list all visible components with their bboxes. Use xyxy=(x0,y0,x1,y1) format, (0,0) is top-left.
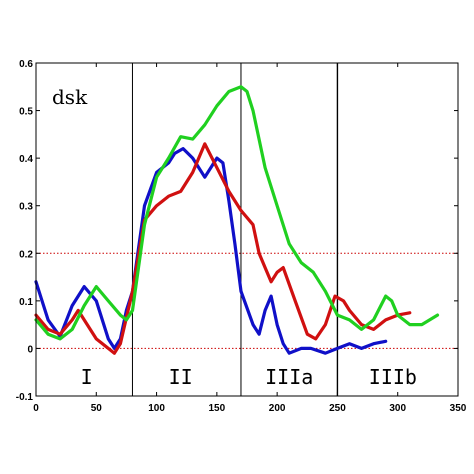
x-tick-label: 150 xyxy=(209,403,226,414)
y-axis: -0.1 0 0.1 0.2 0.3 0.4 0.5 0.6 xyxy=(16,59,458,403)
series-line-2 xyxy=(34,85,440,341)
y-tick-label: 0 xyxy=(27,344,33,355)
region-label-3: IIIb xyxy=(369,365,417,389)
region-dividers xyxy=(131,63,339,396)
annotation-label: dsk xyxy=(52,85,88,109)
region-label-1: II xyxy=(169,365,193,389)
plot-frame xyxy=(35,62,459,397)
y-tick-label: 0.3 xyxy=(19,202,33,213)
y-tick-label: 0.2 xyxy=(19,249,33,260)
x-tick-label: 100 xyxy=(148,403,165,414)
region-label-0: I xyxy=(81,365,93,389)
region-labels: I II IIIa IIIb xyxy=(81,365,417,389)
x-tick-label: 300 xyxy=(389,403,406,414)
x-axis: 0 50 100 150 200 250 300 350 xyxy=(33,63,467,414)
y-tick-label: 0.5 xyxy=(19,107,33,118)
y-tick-label: 0.6 xyxy=(19,59,33,70)
data-series xyxy=(34,85,440,355)
y-tick-label: -0.1 xyxy=(16,392,34,403)
x-tick-label: 200 xyxy=(269,403,286,414)
x-tick-label: 350 xyxy=(450,403,467,414)
y-tick-label: 0.1 xyxy=(19,297,33,308)
x-tick-label: 250 xyxy=(329,403,346,414)
series-line-1 xyxy=(34,142,412,355)
series-line-0 xyxy=(34,147,388,355)
x-tick-label: 0 xyxy=(33,403,39,414)
y-tick-label: 0.4 xyxy=(19,154,33,165)
region-label-2: IIIa xyxy=(265,365,313,389)
x-tick-label: 50 xyxy=(91,403,103,414)
